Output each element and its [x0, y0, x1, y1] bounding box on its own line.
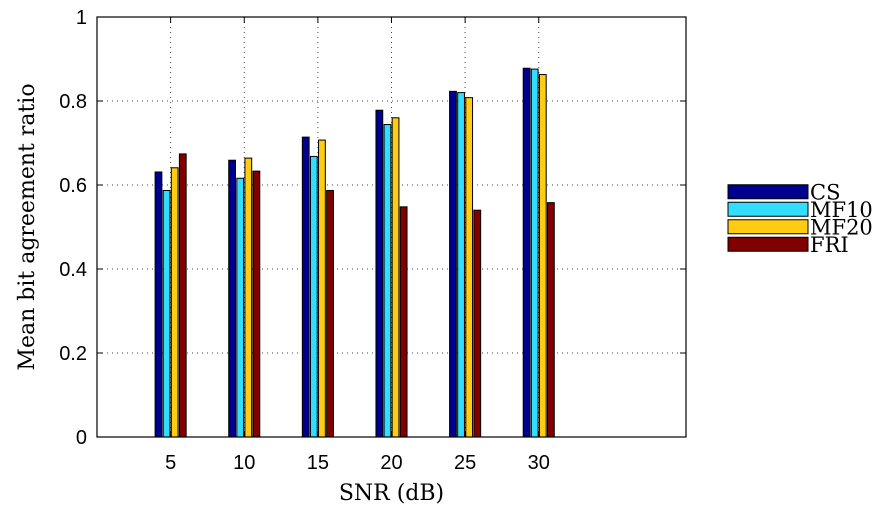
- bar-mf20-20: [391, 117, 400, 438]
- legend-label-mf20: MF20: [810, 216, 873, 240]
- bar-mf10-30: [530, 68, 539, 438]
- x-tick-label: 15: [307, 452, 329, 474]
- legend-label-fri: FRI: [810, 233, 849, 257]
- y-axis-title: Mean bit agreement ratio: [15, 83, 40, 370]
- x-axis-title: SNR (dB): [339, 481, 444, 506]
- bar-fri-20: [399, 206, 408, 438]
- bar-mf10-15: [309, 155, 318, 438]
- legend-swatch-mf10: [727, 201, 809, 217]
- bar-mf10-5: [162, 189, 171, 438]
- y-tick-label: 0.2: [59, 343, 87, 365]
- bar-cs-10: [228, 159, 236, 438]
- bar-fri-30: [547, 202, 555, 438]
- y-tick-label: 0.6: [59, 175, 87, 197]
- bar-mf10-25: [457, 92, 465, 438]
- x-tick-label: 20: [380, 452, 402, 474]
- legend-swatch-fri: [727, 236, 809, 252]
- bar-fri-10: [252, 170, 261, 438]
- x-tick-label: 5: [165, 452, 176, 474]
- bar-fri-15: [326, 189, 334, 438]
- y-tick-label: 1: [76, 7, 87, 29]
- bar-cs-20: [375, 109, 384, 438]
- x-tick-label: 25: [454, 452, 476, 474]
- y-tick-label: 0: [76, 427, 87, 449]
- bar-fri-5: [178, 153, 187, 438]
- bars: [154, 67, 555, 438]
- x-tick-label: 10: [233, 452, 255, 474]
- legend-label-mf10: MF10: [810, 198, 873, 222]
- bar-mf20-10: [244, 157, 253, 438]
- bar-cs-15: [301, 136, 310, 438]
- bar-cs-5: [154, 171, 163, 438]
- legend-label-cs: CS: [810, 181, 840, 205]
- bar-cs-25: [449, 90, 457, 438]
- bar-mf20-15: [318, 139, 326, 438]
- bar-mf20-25: [465, 97, 474, 438]
- bar-fri-25: [473, 209, 482, 438]
- grid-lines: [97, 17, 686, 437]
- bar-cs-30: [522, 67, 531, 438]
- x-tick-label: 30: [528, 452, 550, 474]
- y-tick-label: 0.4: [59, 259, 87, 281]
- axis-ticks: 5 10 15 20 25 30 0 0.2 0.4 0.6 0.8 1: [59, 7, 686, 474]
- bar-mf20-5: [170, 167, 179, 438]
- bar-mf10-20: [383, 124, 392, 438]
- legend-swatch-cs: [727, 184, 809, 200]
- bar-mf20-30: [538, 74, 547, 438]
- legend-swatch-mf20: [727, 219, 809, 235]
- y-tick-label: 0.8: [59, 91, 87, 113]
- bar-mf10-10: [236, 177, 245, 438]
